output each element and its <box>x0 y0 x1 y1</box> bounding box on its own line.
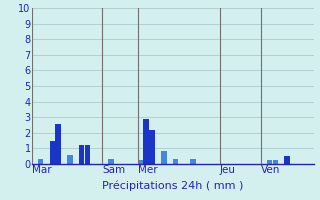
Bar <box>55 124 61 164</box>
Bar <box>67 155 73 164</box>
Bar <box>284 156 290 164</box>
Bar <box>85 145 90 164</box>
Bar <box>190 159 196 164</box>
Bar <box>149 130 155 164</box>
Bar <box>173 159 178 164</box>
Bar <box>50 141 55 164</box>
Bar <box>273 160 278 164</box>
Bar <box>143 119 149 164</box>
Bar <box>38 159 43 164</box>
Bar <box>138 160 143 164</box>
Bar <box>79 145 84 164</box>
Bar <box>267 160 272 164</box>
X-axis label: Précipitations 24h ( mm ): Précipitations 24h ( mm ) <box>102 181 244 191</box>
Bar <box>108 159 114 164</box>
Bar <box>161 151 166 164</box>
